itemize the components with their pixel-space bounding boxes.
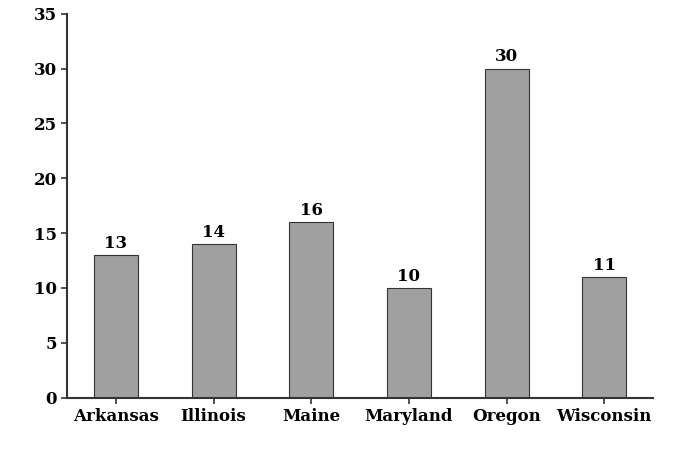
Text: 16: 16 xyxy=(299,202,323,219)
Bar xyxy=(94,255,138,398)
Bar xyxy=(582,277,626,398)
Bar xyxy=(387,288,431,398)
Text: 14: 14 xyxy=(202,224,225,241)
Text: 10: 10 xyxy=(397,268,421,285)
Bar xyxy=(192,244,236,398)
Bar xyxy=(289,222,333,398)
Text: 11: 11 xyxy=(593,257,616,274)
Bar xyxy=(485,69,528,398)
Text: 30: 30 xyxy=(495,48,518,65)
Text: 13: 13 xyxy=(104,235,127,252)
